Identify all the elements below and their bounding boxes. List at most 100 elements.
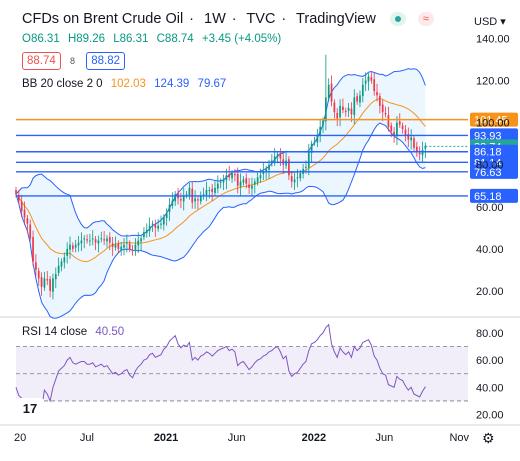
candle-body — [231, 173, 233, 179]
bb-label: BB 20 close 2 0 — [22, 78, 103, 90]
bollinger-fill — [16, 68, 426, 319]
grid — [0, 316, 520, 426]
candle-body — [350, 108, 353, 115]
candle-body — [40, 277, 43, 287]
candle-body — [401, 125, 404, 129]
candle-body — [43, 278, 46, 288]
candle-body — [424, 145, 427, 149]
candle-body — [342, 106, 344, 111]
candle-body — [32, 237, 34, 262]
price-tick-label: 120.00 — [476, 76, 510, 88]
bb-legend[interactable]: BB 20 close 2 0 102.03 124.39 79.67 — [22, 78, 226, 90]
candle-body — [336, 112, 339, 119]
candle-body — [97, 240, 100, 244]
price-axis[interactable]: 20.00 40.00 60.00 80.00 100.00 120.00 140.00 — [476, 34, 510, 298]
candle-body — [148, 225, 151, 231]
candle-body — [296, 177, 299, 179]
tradingview-logo-icon[interactable]: 17 — [16, 398, 44, 420]
candle-body — [339, 105, 341, 118]
bb-upper: 124.39 — [154, 78, 190, 90]
market-open-icon — [389, 12, 406, 27]
candle-body — [94, 239, 97, 243]
sell-button[interactable]: 88.74 — [22, 52, 61, 70]
rsi-legend[interactable]: RSI 14 close 40.50 — [22, 326, 124, 338]
level-label-box — [470, 128, 518, 143]
time-tick-label: 2022 — [302, 432, 326, 444]
candle-body — [74, 244, 77, 248]
candle-body — [393, 131, 395, 136]
bollinger-bands — [15, 68, 426, 319]
candle-body — [307, 152, 310, 168]
candle-body — [157, 225, 159, 229]
candle-body — [327, 84, 330, 99]
interval[interactable]: 1W — [204, 11, 226, 27]
level-label: 65.18 — [474, 191, 502, 203]
candle-body — [376, 91, 378, 96]
candle-body — [415, 146, 418, 153]
level-label: 101.45 — [474, 115, 508, 127]
bollinger-lower-line — [15, 122, 426, 319]
candle-body — [364, 80, 367, 84]
candle-body — [162, 217, 165, 225]
candle-body — [222, 179, 225, 183]
level-label: 76.63 — [474, 167, 502, 179]
candle-body — [154, 224, 157, 228]
candle-body — [347, 107, 350, 111]
candle-body — [313, 141, 316, 143]
bb-lower: 79.67 — [197, 78, 227, 90]
candle-body — [123, 244, 125, 248]
rsi-tick-label: 60.00 — [476, 355, 504, 367]
candle-body — [126, 242, 128, 244]
price-tick-label: 40.00 — [476, 244, 504, 256]
candle-body — [165, 213, 168, 219]
bb-basis: 102.03 — [110, 78, 146, 90]
candle-body — [174, 194, 177, 202]
candle-body — [29, 224, 32, 239]
candle-body — [199, 196, 202, 202]
gear-icon[interactable]: ⚙ — [482, 430, 495, 446]
candle-body — [89, 240, 91, 242]
rsi-label: RSI 14 close — [22, 326, 88, 338]
candle-body — [106, 238, 108, 242]
candle-body — [46, 279, 49, 281]
time-axis[interactable]: 20 Jul 2021 Jun 2022 Jun Nov — [14, 432, 470, 444]
candle-body — [185, 194, 188, 196]
candle-body — [151, 223, 154, 225]
candle-body — [137, 240, 140, 246]
candle-body — [242, 179, 245, 183]
candle-body — [404, 129, 407, 136]
time-tick-label: Jun — [376, 432, 394, 444]
candle-body — [410, 137, 412, 141]
close-value: C88.74 — [156, 33, 194, 45]
candle-body — [356, 96, 358, 102]
candle-body — [140, 238, 142, 242]
symbol-name[interactable]: CFDs on Brent Crude Oil — [22, 11, 184, 27]
currency-label[interactable]: USD ▾ — [474, 16, 506, 28]
candle-body — [359, 95, 361, 103]
candle-body — [86, 239, 88, 241]
candle-body — [421, 150, 424, 156]
candle-body — [219, 181, 222, 183]
wave-icon: ≈ — [417, 12, 434, 27]
candle-body — [72, 245, 74, 249]
candle-body — [330, 83, 333, 102]
candle-body — [54, 274, 57, 280]
candle-body — [143, 232, 145, 238]
candle-body — [160, 223, 162, 225]
rsi-tick-label: 20.00 — [476, 410, 504, 422]
change-value: +3.45 (+4.05%) — [201, 33, 282, 45]
candle-body — [398, 121, 401, 125]
candle-body — [310, 143, 313, 153]
candle-body — [322, 120, 324, 126]
buy-button[interactable]: 88.82 — [86, 52, 125, 70]
candle-body — [66, 248, 69, 257]
candle-body — [236, 173, 239, 186]
candle-body — [26, 218, 29, 224]
price-tick-label: 20.00 — [476, 286, 504, 298]
candle-body — [100, 238, 103, 240]
time-tick-label: Nov — [449, 432, 469, 444]
candle-body — [225, 175, 228, 181]
candle-body — [214, 187, 216, 193]
